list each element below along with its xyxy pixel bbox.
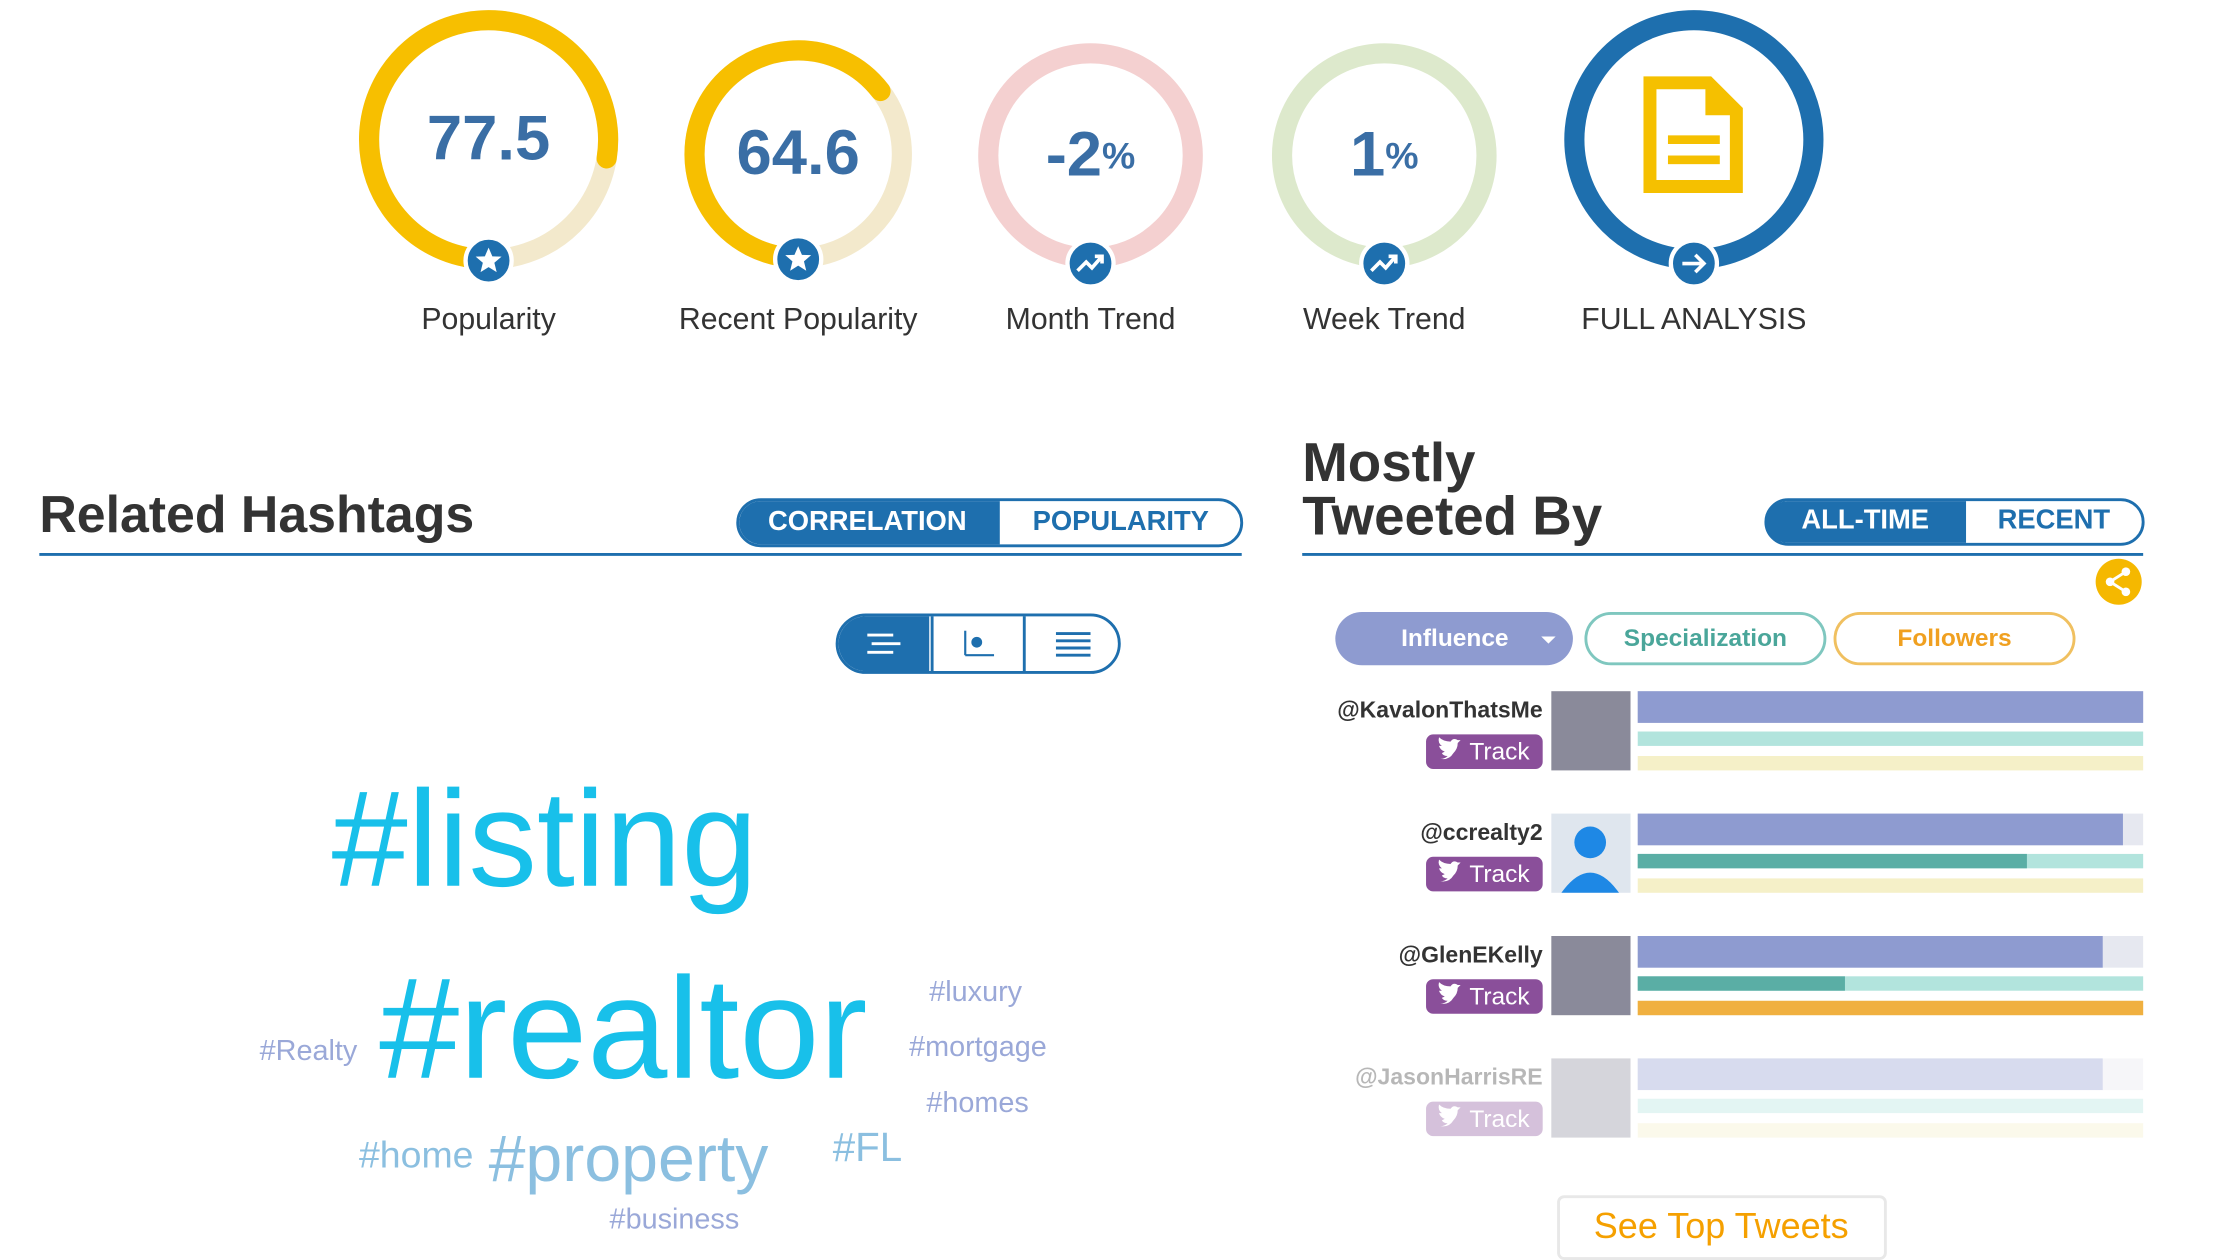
tab-active[interactable] xyxy=(1766,501,1967,543)
bar xyxy=(1637,813,2123,846)
track-label[interactable]: Track xyxy=(1469,1106,1530,1133)
bird-icon xyxy=(1438,982,1461,1004)
metric-value: -2% xyxy=(1046,119,1136,189)
scatter-icon[interactable] xyxy=(964,630,995,657)
metric-label: Popularity xyxy=(421,303,556,336)
hashtag: #Realty xyxy=(260,1035,358,1067)
user-row: @KavalonThatsMe Track xyxy=(1337,691,2144,771)
track-label[interactable]: Track xyxy=(1469,983,1530,1010)
section-title: Mostly xyxy=(1302,431,1476,493)
user-row: @GlenEKelly Track xyxy=(1399,936,2144,1016)
star-icon xyxy=(785,246,812,271)
value: 1 xyxy=(1350,119,1385,189)
bar xyxy=(1637,1000,2144,1016)
hashtag: #home xyxy=(359,1134,473,1176)
bar xyxy=(1637,853,2027,869)
hashtag: #listing xyxy=(332,762,758,915)
tab[interactable]: ALL-TIME xyxy=(1801,504,1929,535)
user-row: @JasonHarrisRE Track xyxy=(1355,1058,2144,1138)
bar-track xyxy=(1637,1123,2144,1138)
section-title: Related Hashtags xyxy=(39,485,474,543)
metric-label: Week Trend xyxy=(1303,303,1465,336)
document-icon xyxy=(1643,76,1743,193)
star-icon xyxy=(475,247,502,273)
filter-button[interactable] xyxy=(1833,612,2076,666)
handle: @ccrealty2 xyxy=(1420,819,1542,845)
hashtag: #realtor xyxy=(379,948,867,1109)
tab-active[interactable] xyxy=(739,501,1000,545)
tab[interactable]: POPULARITY xyxy=(1033,505,1209,536)
dropdown-arrow xyxy=(1541,636,1556,644)
arrow-icon xyxy=(1682,253,1707,274)
track-label[interactable]: Track xyxy=(1469,739,1530,766)
bar-track xyxy=(1637,878,2144,893)
hashtag: #property xyxy=(489,1122,769,1196)
gauge-arc xyxy=(684,40,891,268)
avatar-body xyxy=(1561,872,1619,893)
bar xyxy=(1637,976,1845,991)
bar xyxy=(1637,936,2103,968)
bar-track xyxy=(1637,756,2144,771)
bird-icon xyxy=(1438,859,1461,882)
handle: @KavalonThatsMe xyxy=(1337,696,1543,722)
user-row: @ccrealty2 Track xyxy=(1420,813,2144,893)
bar xyxy=(1637,691,2144,723)
cloud-icon xyxy=(867,633,901,654)
metric-label[interactable]: FULL ANALYSIS xyxy=(1581,303,1806,336)
metric-label: Month Trend xyxy=(1006,303,1176,336)
trend-icon xyxy=(1076,254,1104,272)
filter-active[interactable] xyxy=(1335,612,1573,666)
list-icon[interactable] xyxy=(1055,632,1091,657)
metric-value: 64.6 xyxy=(737,118,860,188)
bar-track xyxy=(1637,1058,2144,1091)
track-button[interactable] xyxy=(1426,1101,1543,1137)
button-label[interactable]: See Top Tweets xyxy=(1594,1205,1849,1246)
gauge-arc xyxy=(359,10,619,270)
unit: % xyxy=(1102,134,1135,176)
metric-label: Recent Popularity xyxy=(679,303,919,336)
value: -2 xyxy=(1046,119,1102,189)
value: 64.6 xyxy=(737,118,860,188)
bird-icon xyxy=(1438,737,1461,760)
see-top-tweets[interactable] xyxy=(1557,1195,1887,1260)
hashtag: #homes xyxy=(926,1087,1028,1119)
metric-value: 1% xyxy=(1350,119,1419,189)
track-label[interactable]: Track xyxy=(1469,861,1530,888)
avatar xyxy=(1551,1058,1631,1138)
hashtag: #business xyxy=(610,1204,740,1236)
handle: @JasonHarrisRE xyxy=(1355,1064,1543,1090)
section-title: Tweeted By xyxy=(1302,484,1603,546)
filter[interactable]: Influence xyxy=(1401,625,1508,652)
trend-icon xyxy=(1370,254,1398,272)
tab[interactable]: RECENT xyxy=(1998,504,2111,535)
tab[interactable]: CORRELATION xyxy=(768,505,967,536)
filter-button[interactable] xyxy=(1584,612,1827,666)
bar-track xyxy=(1637,731,2144,746)
avatar xyxy=(1551,691,1631,771)
filter[interactable]: Followers xyxy=(1897,625,2011,652)
handle: @GlenEKelly xyxy=(1399,941,1543,967)
hashtag: #luxury xyxy=(929,976,1022,1008)
value: 77.5 xyxy=(427,103,550,173)
hashtag: #mortgage xyxy=(909,1031,1047,1063)
bird-icon xyxy=(1438,1104,1461,1127)
unit: % xyxy=(1385,134,1418,176)
badge xyxy=(1359,238,1410,289)
filter[interactable]: Specialization xyxy=(1624,625,1787,652)
share-button[interactable] xyxy=(2095,558,2142,605)
avatar-head xyxy=(1574,826,1607,859)
bar-track xyxy=(1637,1098,2144,1114)
hashtag: #FL xyxy=(833,1124,902,1170)
avatar xyxy=(1551,936,1631,1016)
badge xyxy=(1065,238,1116,289)
metric-value: 77.5 xyxy=(427,103,550,173)
bar xyxy=(1637,1058,2103,1091)
